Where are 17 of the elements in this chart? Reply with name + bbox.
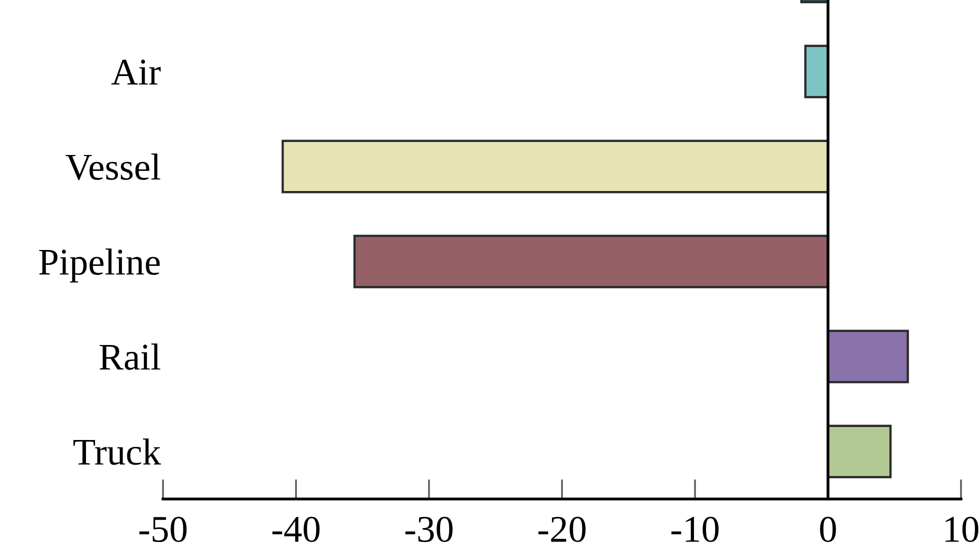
x-tick-label: -40	[272, 516, 320, 542]
y-tick-label: Air	[111, 60, 161, 85]
x-tick-label: 0	[820, 516, 836, 542]
y-tick-label: Vessel	[66, 153, 160, 180]
y-tick-label: Rail	[100, 343, 160, 370]
y-tick-label: Pipeline	[39, 248, 160, 282]
x-tick-label: -30	[405, 516, 453, 542]
y-tick-label: Truck	[73, 438, 161, 465]
x-tick-label: -10	[671, 516, 719, 542]
bar	[826, 330, 909, 384]
bar	[282, 140, 830, 194]
bar	[804, 44, 830, 98]
bar	[826, 424, 892, 478]
x-tick-label: -20	[538, 516, 586, 542]
x-tick-label: 10	[946, 516, 978, 542]
bar	[353, 234, 830, 288]
x-tick-label: -50	[139, 516, 187, 542]
